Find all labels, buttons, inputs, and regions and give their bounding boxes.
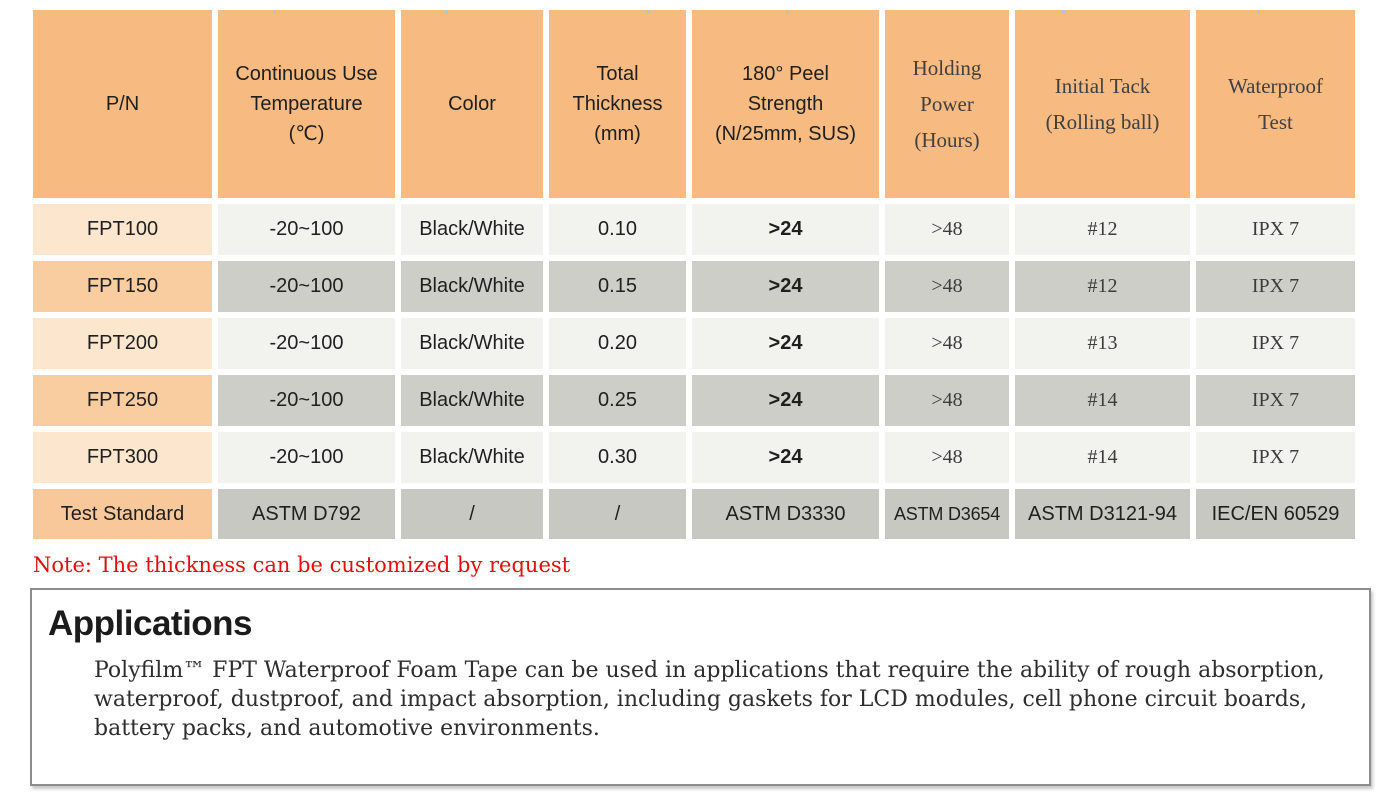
col-header-thickness: Total Thickness (mm) xyxy=(549,10,686,198)
table-cell: / xyxy=(549,489,686,539)
table-cell: 0.25 xyxy=(549,375,686,426)
col-header-temperature: Continuous Use Temperature (℃) xyxy=(218,10,395,198)
row-pn: FPT300 xyxy=(33,432,212,483)
table-cell: 0.20 xyxy=(549,318,686,369)
table-cell: 0.30 xyxy=(549,432,686,483)
table-cell: #12 xyxy=(1015,204,1190,255)
col-header-pn: P/N xyxy=(33,10,212,198)
table-cell: 0.10 xyxy=(549,204,686,255)
table-cell: IPX 7 xyxy=(1196,318,1355,369)
table-cell: Black/White xyxy=(401,432,543,483)
crop-artifact-tick xyxy=(1062,10,1065,14)
table-cell: -20~100 xyxy=(218,261,395,312)
spec-table: P/N Continuous Use Temperature (℃) Color… xyxy=(33,10,1389,539)
thickness-note: Note: The thickness can be customized by… xyxy=(33,553,571,577)
table-cell: #14 xyxy=(1015,375,1190,426)
col-header-initial-tack: Initial Tack (Rolling ball) xyxy=(1015,10,1190,198)
table-cell: ASTM D3121-94 xyxy=(1015,489,1190,539)
table-cell: >48 xyxy=(885,204,1009,255)
table-cell: >24 xyxy=(692,318,879,369)
col-header-holding-power: Holding Power (Hours) xyxy=(885,10,1009,198)
table-cell: >24 xyxy=(692,432,879,483)
table-cell: / xyxy=(401,489,543,539)
crop-artifact-tick xyxy=(647,10,650,14)
table-cell: #13 xyxy=(1015,318,1190,369)
table-cell: ASTM D3654 xyxy=(885,489,1009,539)
table-cell: IPX 7 xyxy=(1196,261,1355,312)
crop-artifact-tick xyxy=(273,10,276,14)
table-cell: Black/White xyxy=(401,375,543,426)
table-cell: >48 xyxy=(885,375,1009,426)
table-cell: IEC/EN 60529 xyxy=(1196,489,1355,539)
crop-artifact-tick xyxy=(787,10,790,14)
table-cell: IPX 7 xyxy=(1196,432,1355,483)
table-cell: -20~100 xyxy=(218,318,395,369)
table-cell: IPX 7 xyxy=(1196,204,1355,255)
table-cell: -20~100 xyxy=(218,375,395,426)
crop-artifact-tick xyxy=(445,10,448,14)
col-header-peel-strength: 180° Peel Strength (N/25mm, SUS) xyxy=(692,10,879,198)
table-cell: >24 xyxy=(692,375,879,426)
row-pn: FPT250 xyxy=(33,375,212,426)
table-cell: >48 xyxy=(885,318,1009,369)
table-cell: Black/White xyxy=(401,204,543,255)
table-cell: #12 xyxy=(1015,261,1190,312)
table-cell: -20~100 xyxy=(218,432,395,483)
table-cell: #14 xyxy=(1015,432,1190,483)
crop-artifact-tick xyxy=(1257,10,1260,14)
row-pn: FPT200 xyxy=(33,318,212,369)
table-cell: IPX 7 xyxy=(1196,375,1355,426)
table-cell: 0.15 xyxy=(549,261,686,312)
table-cell: >48 xyxy=(885,261,1009,312)
row-pn: FPT100 xyxy=(33,204,212,255)
table-cell: >24 xyxy=(692,261,879,312)
table-cell: >24 xyxy=(692,204,879,255)
row-pn-test-standard: Test Standard xyxy=(33,489,212,539)
table-cell: ASTM D792 xyxy=(218,489,395,539)
table-cell: -20~100 xyxy=(218,204,395,255)
table-cell: ASTM D3330 xyxy=(692,489,879,539)
row-pn: FPT150 xyxy=(33,261,212,312)
table-cell: >48 xyxy=(885,432,1009,483)
applications-title: Applications xyxy=(48,604,253,643)
col-header-waterproof-test: Waterproof Test xyxy=(1196,10,1355,198)
table-cell: Black/White xyxy=(401,318,543,369)
col-header-color: Color xyxy=(401,10,543,198)
applications-body: Polyfilm™ FPT Waterproof Foam Tape can b… xyxy=(94,658,1325,741)
table-cell: Black/White xyxy=(401,261,543,312)
applications-section: Applications Polyfilm™ FPT Waterproof Fo… xyxy=(30,588,1371,786)
